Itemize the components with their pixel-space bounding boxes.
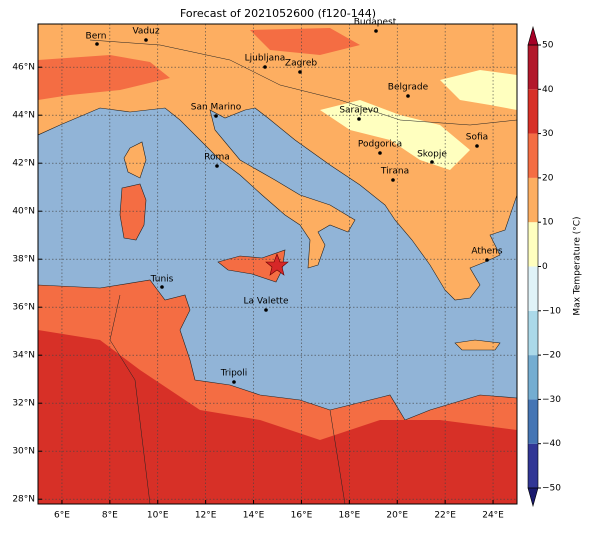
warm-patch <box>38 55 170 100</box>
y-tick-label: 34°N <box>12 351 35 361</box>
city-label: Tripoli <box>220 369 248 379</box>
y-tick-label: 36°N <box>12 303 35 313</box>
colorbar-tick-label: 30 <box>542 129 554 139</box>
x-tick-label: 18°E <box>339 511 361 521</box>
colorbar-tick-label: −20 <box>542 351 561 361</box>
x-tick-label: 8°E <box>102 511 118 521</box>
city-label: Bern <box>86 32 107 42</box>
city-label: Skopje <box>417 150 447 160</box>
city-dot <box>357 117 361 121</box>
star-marker <box>265 253 289 276</box>
city-dot <box>430 160 434 164</box>
city-label: La Valette <box>244 297 289 307</box>
city-dot <box>215 164 219 168</box>
colorbar-segment <box>528 310 538 356</box>
x-tick-label: 20°E <box>386 511 408 521</box>
city-label: Sarajevo <box>339 106 379 116</box>
crete <box>454 339 501 351</box>
city-dot <box>263 65 267 69</box>
colorbar-segment <box>528 222 538 267</box>
city-label: Zagreb <box>285 59 317 69</box>
city-dot <box>406 94 410 98</box>
title: Forecast of 2021052600 (f120-144) <box>180 7 376 20</box>
city-dot <box>95 42 99 46</box>
y-tick-label: 32°N <box>12 399 35 409</box>
map-frame <box>37 23 518 505</box>
city-dot <box>475 144 479 148</box>
colorbar-segment <box>528 399 538 444</box>
y-tick-label: 46°N <box>12 63 35 73</box>
x-tick-label: 6°E <box>54 511 70 521</box>
warm-patch <box>250 28 360 55</box>
colorbar-tick-label: −10 <box>542 306 561 316</box>
city-dot <box>160 285 164 289</box>
colorbar-segment <box>528 89 538 134</box>
x-tick-label: 12°E <box>195 511 217 521</box>
cool-patch <box>320 100 470 170</box>
colorbar-segment <box>528 443 538 488</box>
x-tick-label: 24°E <box>482 511 504 521</box>
colorbar-tick-label: 40 <box>542 85 554 95</box>
y-tick-label: 28°N <box>12 495 35 505</box>
colorbar-segment <box>528 133 538 178</box>
city-label: Belgrade <box>388 83 429 93</box>
city-label: Budapest <box>354 18 397 28</box>
hot-interior <box>38 330 517 504</box>
colorbar-over <box>527 25 539 46</box>
colorbar-segment <box>528 266 538 311</box>
city-label: Vaduz <box>132 27 159 37</box>
colorbar-segment <box>528 355 538 400</box>
corsica <box>123 141 147 179</box>
city-label: Podgorica <box>358 140 402 150</box>
city-dot <box>298 70 302 74</box>
y-tick-label: 44°N <box>12 111 35 121</box>
x-tick-label: 16°E <box>291 511 313 521</box>
colorbar-label: Max Temperature (°C) <box>573 216 583 315</box>
colorbar-tick-label: 10 <box>542 218 554 228</box>
cities: Bern Vaduz Budapest Ljubljana Zagreb Bel… <box>86 18 503 384</box>
city-dot <box>264 308 268 312</box>
city-dot <box>391 178 395 182</box>
border <box>329 409 346 504</box>
y-tick-label: 42°N <box>12 159 35 169</box>
border <box>89 39 517 126</box>
city-dot <box>485 258 489 262</box>
city-dot <box>378 151 382 155</box>
border <box>109 294 151 504</box>
x-tick-label: 10°E <box>147 511 169 521</box>
x-tick-label: 22°E <box>434 511 456 521</box>
city-label: Ljubljana <box>245 54 286 64</box>
colorbar-tick-label: 0 <box>542 262 548 272</box>
land-europe <box>38 24 517 301</box>
y-tick-label: 38°N <box>12 255 35 265</box>
city-label: Sofia <box>466 133 488 143</box>
x-tick-label: 14°E <box>243 511 265 521</box>
colorbar-segment <box>528 177 538 223</box>
city-dot <box>374 29 378 33</box>
colorbar-tick-label: 50 <box>542 41 554 51</box>
city-label: Roma <box>204 153 230 163</box>
map-area <box>38 24 517 504</box>
colorbar-under <box>527 487 539 508</box>
y-tick-label: 30°N <box>12 447 35 457</box>
city-dot <box>214 114 218 118</box>
cool-patch <box>440 70 517 110</box>
sardinia <box>119 183 147 241</box>
y-tick-label: 40°N <box>12 207 35 217</box>
colorbar-tick-label: −30 <box>542 395 561 405</box>
city-label: Tirana <box>380 167 409 177</box>
city-dot <box>144 38 148 42</box>
city-dot <box>232 380 236 384</box>
colorbar-tick-label: −40 <box>542 439 561 449</box>
city-label: Athens <box>471 247 502 257</box>
city-label: San Marino <box>191 103 242 113</box>
colorbar-segment <box>528 45 538 90</box>
colorbar-tick-label: 20 <box>542 173 554 183</box>
colorbar-tick-label: −50 <box>542 484 561 494</box>
city-label: Tunis <box>150 275 174 285</box>
